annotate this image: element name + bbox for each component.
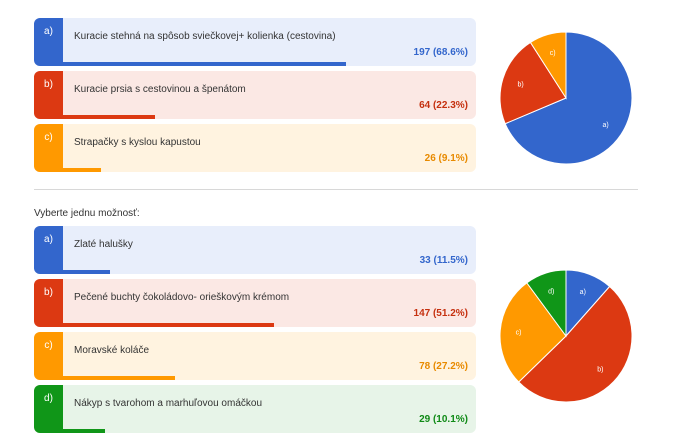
question-2-prompt: Vyberte jednu možnosť: (34, 208, 140, 219)
option-count: 64 (22.3%) (419, 100, 468, 111)
option-row: b) Pečené buchty čokoládovo- orieškovým k… (34, 279, 476, 327)
pie-chart-question-2: a) b) c) d) (499, 269, 633, 403)
pie-slice-label: b) (517, 81, 523, 88)
pie-slice (504, 31, 633, 165)
option-bar (63, 376, 175, 380)
pie-slice (526, 269, 567, 338)
option-count: 147 (51.2%) (413, 308, 468, 319)
option-label: Moravské koláče (74, 345, 150, 356)
option-label: Pečené buchty čokoládovo- orieškovým kré… (74, 292, 290, 303)
option-letter-tab: a) (34, 18, 63, 66)
pie-slice-label: a) (580, 289, 586, 296)
option-bar (63, 429, 105, 433)
option-row: a) Zlaté halušky 33 (11.5%) (34, 226, 476, 274)
option-label: Zlaté halušky (74, 239, 133, 250)
pie-slice-label: c) (516, 330, 522, 337)
option-row: b) Kuracie prsia s cestovinou a špenátom 6… (34, 71, 476, 119)
pie-slice (499, 282, 567, 383)
option-count: 197 (68.6%) (413, 47, 468, 58)
option-row: c) Moravské koláče 78 (27.2%) (34, 332, 476, 380)
pie-slice-label: b) (597, 366, 603, 373)
option-count: 26 (9.1%) (424, 153, 468, 164)
pie-slice (517, 285, 633, 403)
option-letter-tab: b) (34, 279, 63, 327)
option-label: Strapačky s kyslou kapustou (74, 137, 201, 148)
option-letter-tab: c) (34, 124, 63, 172)
pie-slice-label: d) (548, 288, 554, 295)
section-divider (34, 189, 638, 190)
pie-slice (529, 31, 567, 100)
option-letter-tab: b) (34, 71, 63, 119)
option-letter-tab: d) (34, 385, 63, 433)
option-label: Kuracie stehná na spôsob sviečkovej+ kol… (74, 31, 336, 42)
option-letter-tab: c) (34, 332, 63, 380)
option-count: 78 (27.2%) (419, 361, 468, 372)
option-count: 29 (10.1%) (419, 414, 468, 425)
option-row: d) Nákyp s tvarohom a marhuľovou omáčkou 2… (34, 385, 476, 433)
pie-slice-label: c) (550, 50, 556, 57)
pie-slice (499, 41, 567, 125)
option-count: 33 (11.5%) (419, 255, 468, 266)
option-row: a) Kuracie stehná na spôsob sviečkovej+ k… (34, 18, 476, 66)
option-bar (63, 62, 346, 66)
pie-chart-question-1: a) b) c) (499, 31, 633, 165)
pie-slice-label: a) (602, 122, 608, 129)
option-bar (63, 323, 274, 327)
option-row: c) Strapačky s kyslou kapustou 26 (9.1%) (34, 124, 476, 172)
option-bar (63, 115, 155, 119)
option-label: Nákyp s tvarohom a marhuľovou omáčkou (74, 398, 263, 409)
option-bar (63, 168, 101, 172)
option-bar (63, 270, 110, 274)
option-label: Kuracie prsia s cestovinou a špenátom (74, 84, 246, 95)
option-letter-tab: a) (34, 226, 63, 274)
